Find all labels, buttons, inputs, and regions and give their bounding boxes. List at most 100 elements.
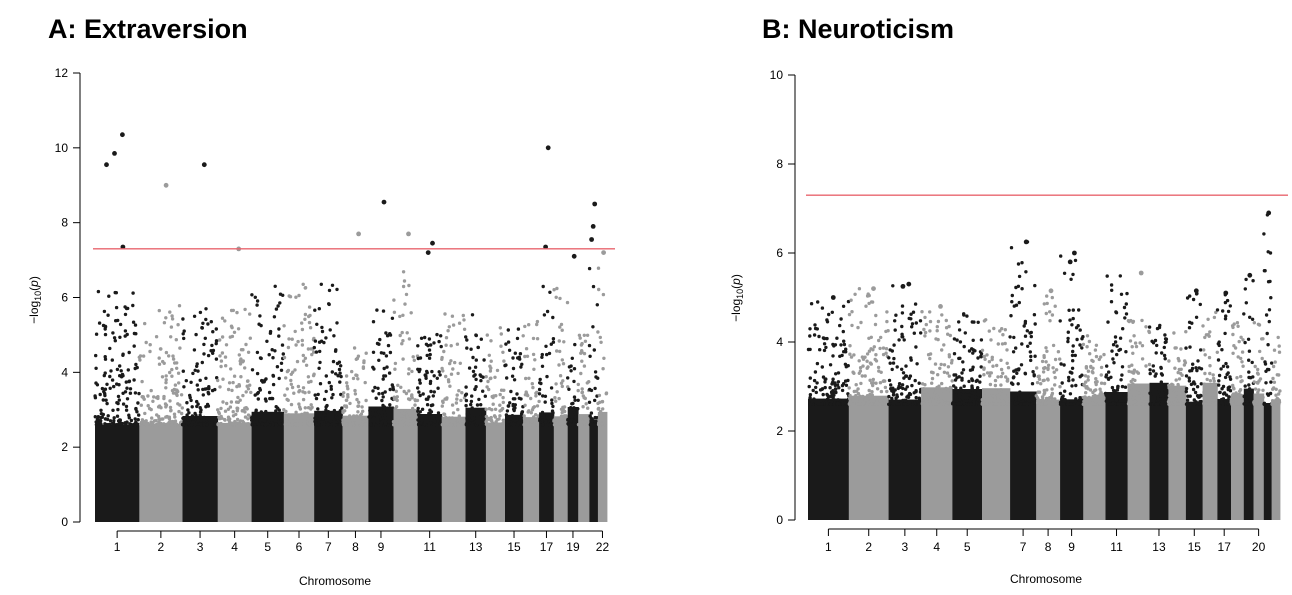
snp-point	[1026, 344, 1030, 348]
snp-point	[1058, 391, 1063, 396]
snp-point	[478, 422, 482, 427]
snp-point	[1208, 371, 1212, 376]
snp-point	[1070, 384, 1074, 388]
x-tick-label: 5	[964, 540, 971, 554]
snp-point	[523, 324, 527, 329]
snp-point	[235, 406, 239, 410]
snp-point	[206, 404, 211, 408]
snp-point	[164, 350, 169, 355]
snp-point	[1085, 334, 1090, 338]
snp-point	[579, 371, 583, 376]
snp-point	[324, 336, 328, 340]
snp-point	[582, 416, 586, 420]
snp-point	[970, 386, 974, 390]
snp-point	[1126, 319, 1131, 323]
snp-point	[551, 315, 555, 320]
snp-point	[562, 405, 567, 409]
chromosome-band	[417, 414, 443, 522]
snp-point	[407, 367, 411, 371]
snp-point	[403, 302, 407, 306]
snp-point	[428, 415, 432, 419]
snp-point	[1277, 350, 1282, 354]
snp-point	[400, 342, 404, 346]
snp-point	[432, 374, 436, 378]
snp-point	[498, 326, 502, 330]
snp-point	[374, 408, 378, 412]
snp-point	[1191, 297, 1196, 302]
snp-point	[170, 374, 174, 378]
snp-point	[569, 369, 573, 373]
snp-point	[532, 405, 537, 409]
snp-point	[1087, 339, 1092, 344]
snp-point	[223, 355, 228, 359]
snp-point	[353, 392, 358, 396]
snp-point	[1071, 344, 1075, 348]
snp-point	[1012, 375, 1016, 379]
snp-point	[297, 293, 301, 298]
snp-point	[108, 346, 112, 351]
snp-point	[1258, 349, 1262, 354]
snp-point	[157, 356, 161, 360]
snp-point	[103, 422, 107, 426]
snp-point	[946, 365, 951, 369]
chromosome-band	[952, 389, 983, 520]
snp-point	[253, 295, 257, 299]
snp-point	[115, 401, 119, 405]
snp-point	[1008, 335, 1012, 339]
snp-point	[432, 390, 436, 394]
snp-point	[874, 353, 878, 357]
snp-point	[900, 383, 905, 387]
snp-point	[1155, 392, 1159, 396]
snp-point	[1115, 388, 1120, 392]
snp-point	[185, 401, 189, 405]
snp-point	[139, 403, 143, 407]
snp-point	[936, 319, 941, 324]
snp-point	[458, 361, 462, 365]
snp-point	[216, 378, 220, 383]
snp-point	[202, 415, 206, 420]
snp-point	[952, 352, 957, 356]
snp-point	[173, 383, 178, 387]
snp-point	[356, 231, 361, 237]
snp-point	[1269, 296, 1273, 300]
snp-point	[470, 406, 474, 410]
snp-point	[415, 398, 420, 403]
snp-point	[1256, 390, 1260, 395]
snp-point	[585, 418, 589, 422]
snp-point	[396, 383, 400, 387]
snp-point	[818, 402, 822, 406]
snp-point	[435, 332, 439, 337]
y-axis-title-b: −log10(p)	[729, 274, 745, 322]
snp-point	[97, 321, 102, 325]
snp-point	[329, 387, 333, 391]
snp-point	[898, 385, 903, 389]
snp-point	[1202, 391, 1206, 395]
snp-point	[585, 422, 589, 427]
snp-point	[473, 387, 477, 392]
snp-point	[1272, 348, 1277, 352]
snp-point	[378, 414, 382, 419]
snp-point	[1120, 373, 1124, 377]
snp-point	[223, 409, 228, 413]
snp-point	[453, 422, 457, 427]
snp-point	[356, 404, 360, 408]
snp-point	[257, 322, 261, 326]
snp-point	[373, 413, 377, 417]
snp-point	[1078, 343, 1082, 347]
snp-point	[900, 367, 904, 371]
snp-point	[1127, 400, 1131, 404]
snp-point	[1055, 402, 1059, 406]
snp-point	[1256, 381, 1260, 385]
snp-point	[255, 371, 260, 376]
snp-point	[957, 401, 961, 406]
snp-point	[947, 324, 951, 329]
snp-point	[232, 374, 237, 378]
snp-point	[353, 388, 357, 393]
snp-point	[302, 422, 306, 426]
snp-point	[1058, 319, 1062, 323]
snp-point	[265, 339, 269, 343]
snp-point	[260, 378, 264, 383]
snp-point	[104, 162, 109, 168]
snp-point	[402, 389, 406, 394]
y-tick-label: 10	[55, 141, 69, 155]
